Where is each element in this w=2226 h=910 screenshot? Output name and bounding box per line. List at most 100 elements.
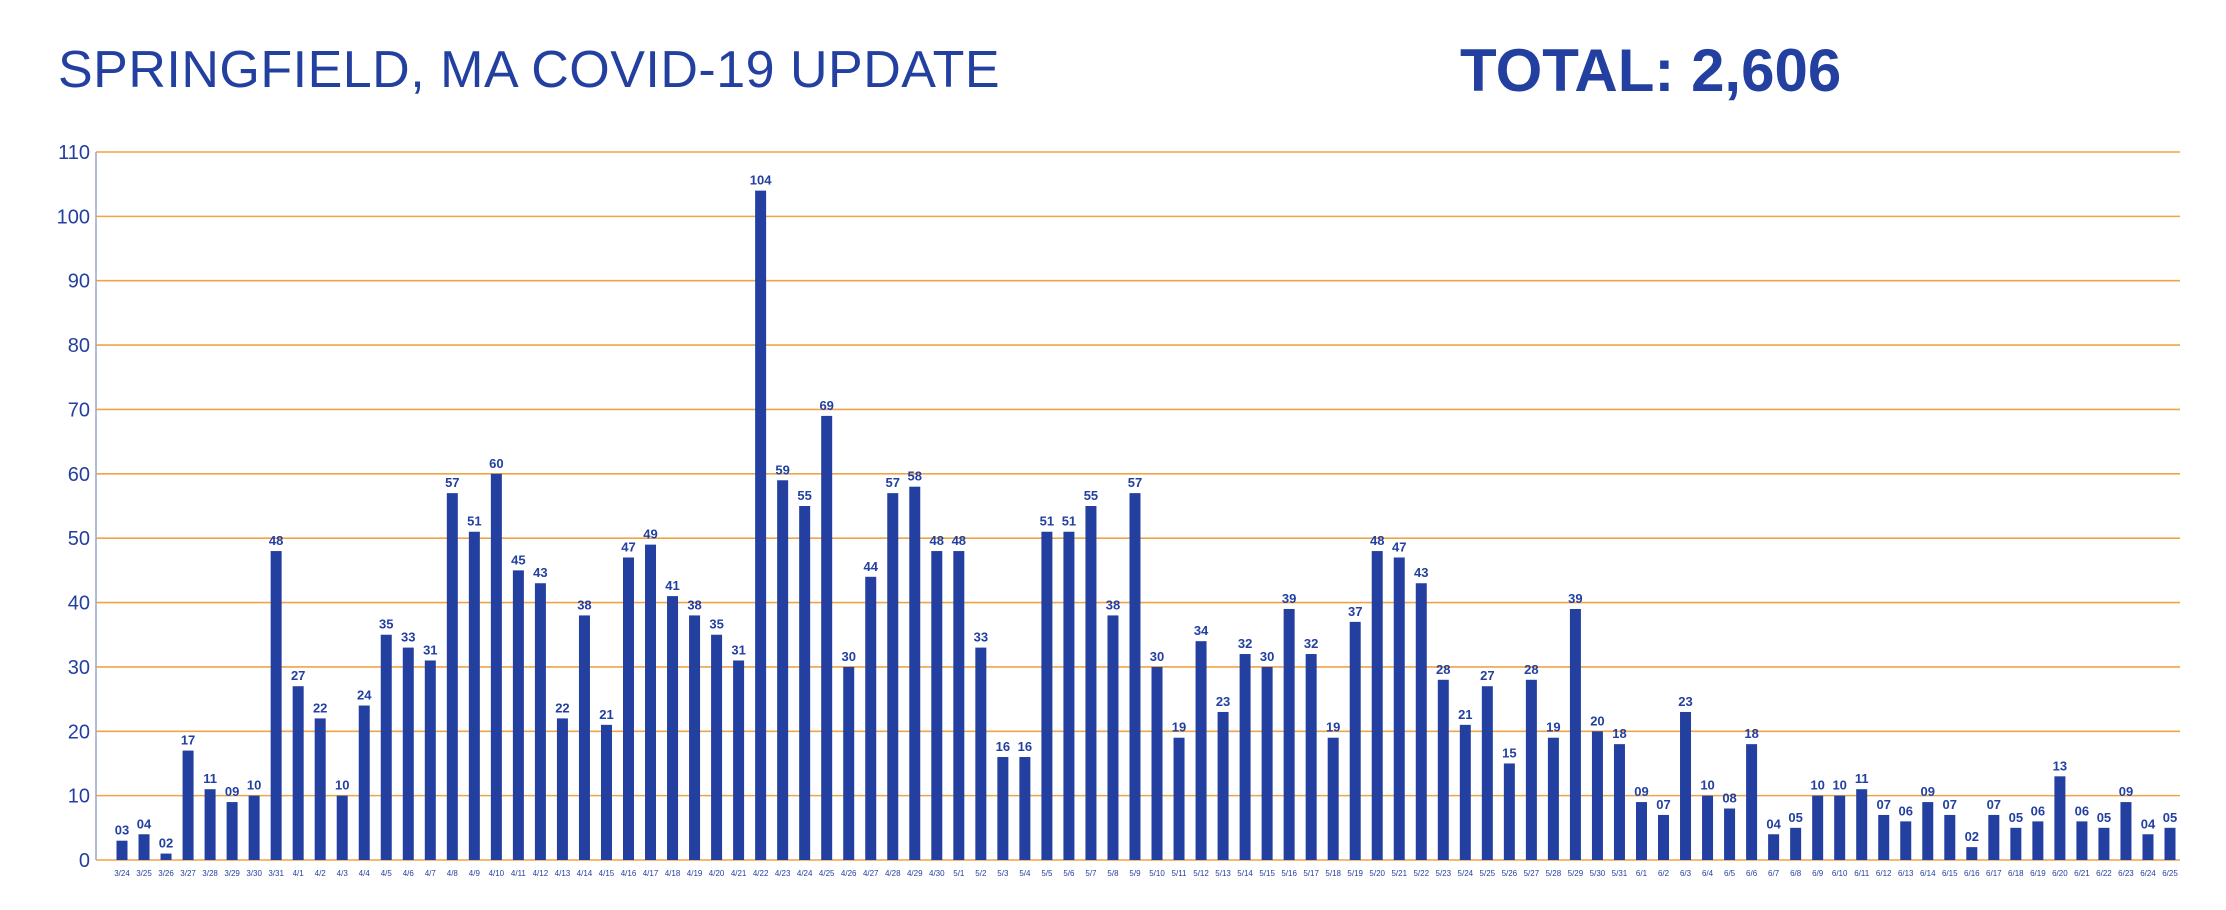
y-tick-label: 110	[58, 142, 90, 164]
bar-value-label: 38	[577, 597, 591, 612]
bar	[1922, 802, 1934, 860]
x-tick-label: 6/9	[1812, 869, 1824, 878]
bar	[931, 551, 943, 860]
x-tick-label: 4/1	[293, 869, 305, 878]
bar	[424, 660, 436, 860]
bar	[2098, 827, 2110, 860]
x-tick-label: 6/11	[1854, 869, 1870, 878]
x-tick-label: 4/21	[731, 869, 747, 878]
x-tick-label: 6/13	[1898, 869, 1914, 878]
x-tick-label: 6/23	[2118, 869, 2134, 878]
bar	[1635, 802, 1647, 860]
bar-value-label: 33	[974, 630, 988, 645]
x-tick-label: 5/7	[1085, 869, 1097, 878]
x-tick-label: 5/28	[1546, 869, 1562, 878]
bar	[975, 647, 987, 860]
bar	[314, 718, 326, 860]
x-tick-label: 5/19	[1347, 869, 1363, 878]
bar	[887, 493, 899, 860]
bar	[799, 506, 811, 860]
bar-value-label: 20	[1590, 713, 1604, 728]
bar-value-label: 16	[996, 739, 1010, 754]
y-tick-label: 40	[68, 593, 90, 615]
bar-value-label: 07	[1987, 797, 2001, 812]
x-tick-label: 4/30	[929, 869, 945, 878]
x-tick-label: 5/23	[1436, 869, 1452, 878]
bar	[1525, 679, 1537, 860]
x-tick-label: 5/2	[975, 869, 987, 878]
bar-value-label: 28	[1436, 662, 1450, 677]
bar	[534, 583, 546, 860]
bar	[160, 853, 172, 860]
bar-value-label: 39	[1282, 591, 1296, 606]
bar	[1988, 814, 2000, 860]
bar	[1107, 615, 1119, 860]
bar	[1790, 827, 1802, 860]
bar-value-label: 69	[819, 398, 833, 413]
x-tick-label: 4/6	[403, 869, 415, 878]
value-labels: 03 04 02 17 11 09 10 48 27 22 10 24 35 33 31 57 51 60 45 43…	[115, 173, 2177, 851]
bar	[667, 596, 679, 860]
bar-value-label: 06	[2075, 803, 2089, 818]
x-tick-label: 5/9	[1129, 869, 1141, 878]
x-tick-label: 4/12	[533, 869, 549, 878]
bar-value-label: 10	[335, 778, 349, 793]
x-tick-label: 4/14	[577, 869, 593, 878]
bar	[1702, 795, 1714, 860]
bar	[777, 480, 789, 860]
bar-value-label: 104	[750, 173, 772, 188]
bar-value-label: 48	[952, 533, 966, 548]
bar-value-label: 10	[247, 778, 261, 793]
bar	[292, 686, 304, 860]
bar	[336, 795, 348, 860]
x-tick-label: 3/26	[158, 869, 174, 878]
bar-value-label: 09	[2119, 784, 2133, 799]
bar-value-label: 32	[1238, 636, 1252, 651]
bar-value-label: 24	[357, 688, 372, 703]
x-tick-label: 5/21	[1391, 869, 1407, 878]
x-tick-label: 4/9	[469, 869, 481, 878]
x-tick-label: 5/20	[1369, 869, 1385, 878]
bar	[821, 415, 833, 860]
bar-value-label: 51	[1040, 514, 1054, 529]
bar-value-label: 43	[533, 565, 547, 580]
bar	[1944, 814, 1956, 860]
bar	[1569, 608, 1581, 860]
bar	[138, 834, 150, 860]
bar	[1724, 808, 1736, 860]
y-tick-label: 80	[68, 335, 90, 357]
x-tick-label: 6/5	[1724, 869, 1736, 878]
bar-value-label: 09	[1921, 784, 1935, 799]
bar	[600, 724, 612, 860]
bar	[1481, 686, 1493, 860]
bar-value-label: 05	[1788, 810, 1802, 825]
bar	[755, 190, 767, 861]
bar-value-label: 07	[1876, 797, 1890, 812]
y-tick-label: 30	[68, 657, 90, 679]
bar	[204, 789, 216, 860]
bar-value-label: 30	[1260, 649, 1274, 664]
x-tick-label: 5/4	[1019, 869, 1031, 878]
bar	[2010, 827, 2022, 860]
bar-value-label: 60	[489, 456, 503, 471]
bar	[2164, 827, 2176, 860]
bar-value-label: 10	[1810, 778, 1824, 793]
x-tick-label: 4/11	[511, 869, 527, 878]
bar	[1085, 506, 1097, 860]
bar-value-label: 28	[1524, 662, 1538, 677]
bar	[1746, 744, 1758, 860]
bar	[1900, 821, 1912, 860]
x-tick-label: 4/5	[381, 869, 393, 878]
bar-value-label: 58	[908, 469, 922, 484]
x-tick-label: 4/18	[665, 869, 681, 878]
bar-value-label: 19	[1172, 720, 1186, 735]
x-tick-label: 6/17	[1986, 869, 2002, 878]
x-tick-label: 4/4	[359, 869, 371, 878]
bar-value-label: 11	[203, 771, 217, 786]
bar-value-label: 05	[2009, 810, 2023, 825]
bar	[490, 473, 502, 860]
x-tick-label: 5/8	[1107, 869, 1119, 878]
x-tick-label: 4/13	[555, 869, 571, 878]
bar-value-label: 02	[1965, 829, 1979, 844]
x-tick-label: 4/23	[775, 869, 791, 878]
